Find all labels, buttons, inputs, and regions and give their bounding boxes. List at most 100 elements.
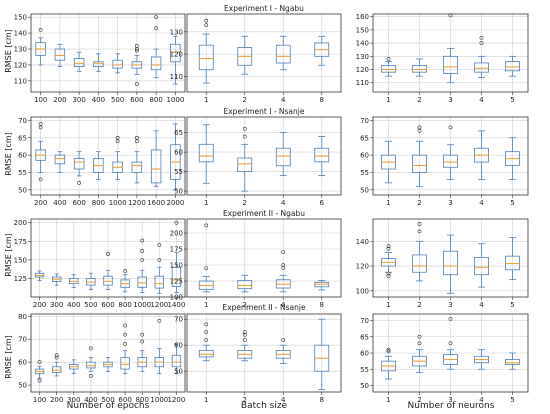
x-tick-label: 1400: [168, 301, 186, 309]
x-tick-label: 1000: [109, 199, 127, 207]
axes-frame: [30, 13, 186, 93]
y-tick-label: 160: [356, 13, 369, 21]
box-500: [103, 357, 113, 372]
y-tick-label: 120: [14, 61, 27, 69]
outlier-point: [204, 338, 209, 342]
box-200: [34, 270, 45, 282]
y-tick-label: 55: [360, 366, 369, 374]
x-tick-label: 400: [53, 199, 66, 207]
outlier-point: [242, 134, 247, 139]
box-4: [275, 35, 291, 71]
box-300: [69, 359, 79, 375]
box-iqr: [443, 154, 458, 168]
y-tick-label: 110: [14, 77, 27, 85]
x-tick-label: 1: [386, 301, 390, 309]
box-8: [314, 318, 330, 390]
row-title-4: Experiment II - Nsanje: [222, 303, 306, 312]
outlier-point: [134, 135, 139, 140]
box-iqr: [171, 354, 182, 368]
ylabel-row-3: RMSE [cm]: [4, 233, 13, 277]
x-tick-label: 500: [84, 301, 97, 309]
box-2: [412, 334, 427, 373]
box-1200: [154, 243, 165, 294]
box-5: [505, 55, 520, 77]
outlier-point: [140, 249, 145, 253]
outlier-point: [204, 18, 209, 23]
outlier-point: [37, 378, 42, 383]
box-2: [412, 58, 427, 77]
axes-frame: [186, 13, 342, 93]
box-4: [474, 243, 489, 288]
ylabel-row-2: RMSE [cm]: [4, 132, 13, 176]
box-iqr: [86, 361, 96, 369]
x-tick-label: 1: [386, 199, 390, 207]
box-iqr: [443, 55, 458, 74]
box-1: [381, 57, 396, 77]
y-tick-label: 140: [356, 238, 369, 246]
x-tick-label: 8: [320, 301, 324, 309]
outlier-point: [281, 263, 286, 267]
outlier-point: [157, 318, 162, 323]
panel-r2-c3: 50 55 60 65 70 1 2 3 4 5: [360, 116, 529, 207]
outlier-point: [386, 57, 391, 61]
box-iqr: [73, 158, 85, 170]
box-100: [35, 28, 46, 66]
box-200: [54, 43, 66, 67]
outlier-point: [386, 271, 391, 276]
box-5: [505, 137, 520, 180]
x-tick-label: 2: [417, 301, 421, 309]
box-iqr: [412, 254, 427, 273]
x-tick-label: 1: [386, 396, 390, 404]
box-200: [35, 122, 46, 182]
outlier-point: [134, 82, 139, 86]
box-5: [505, 352, 520, 370]
box-iqr: [198, 143, 214, 163]
box-iqr: [54, 48, 66, 61]
x-tick-label: 5: [510, 301, 514, 309]
outlier-point: [38, 28, 43, 32]
y-tick-label: 150: [170, 262, 183, 270]
x-tick-label: 200: [34, 199, 47, 207]
panel-r3-c1: 125 150 175 200 200 300 400 500 600 800 1000 1200 14…: [14, 218, 186, 309]
y-tick-label: 100: [170, 294, 183, 302]
x-tick-label: 800: [136, 396, 149, 404]
outlier-point: [38, 122, 43, 126]
x-tick-label: 4: [281, 199, 286, 207]
box-200: [51, 353, 62, 377]
box-1: [198, 322, 214, 362]
axes-frame: [186, 218, 342, 298]
box-300: [73, 51, 85, 72]
outlier-point: [115, 135, 120, 140]
outlier-point: [242, 330, 247, 335]
box-iqr: [443, 250, 458, 276]
x-tick-label: 300: [50, 301, 63, 309]
outlier-point: [140, 238, 145, 243]
box-iqr: [275, 147, 291, 167]
panel-r3-c2: 100 125 150 175 200 1 2 4 8: [170, 218, 342, 309]
box-2: [412, 222, 427, 282]
y-tick-label: 175: [170, 246, 183, 254]
box-iqr: [474, 62, 489, 73]
row-title-2: Experiment I - Nsanje: [224, 107, 305, 116]
x-tick-label: 600: [130, 96, 143, 104]
y-tick-label: 65: [18, 134, 27, 142]
axes-frame: [372, 116, 529, 196]
box-600: [131, 43, 143, 86]
x-tick-label: 500: [101, 396, 114, 404]
box-500: [86, 272, 96, 290]
box-iqr: [137, 276, 147, 288]
outlier-point: [204, 223, 209, 228]
box-iqr: [505, 61, 520, 72]
x-tick-label: 5: [510, 96, 514, 104]
box-3: [443, 13, 458, 84]
x-tick-label: 4: [281, 396, 286, 404]
x-tick-label: 300: [72, 96, 85, 104]
box-1200: [131, 135, 143, 184]
y-tick-label: 50: [360, 382, 369, 390]
x-tick-label: 300: [67, 396, 80, 404]
outlier-point: [204, 266, 209, 271]
outlier-point: [448, 125, 453, 130]
outlier-point: [386, 347, 391, 352]
axes-frame: [372, 218, 529, 298]
x-tick-label: 2: [243, 301, 247, 309]
